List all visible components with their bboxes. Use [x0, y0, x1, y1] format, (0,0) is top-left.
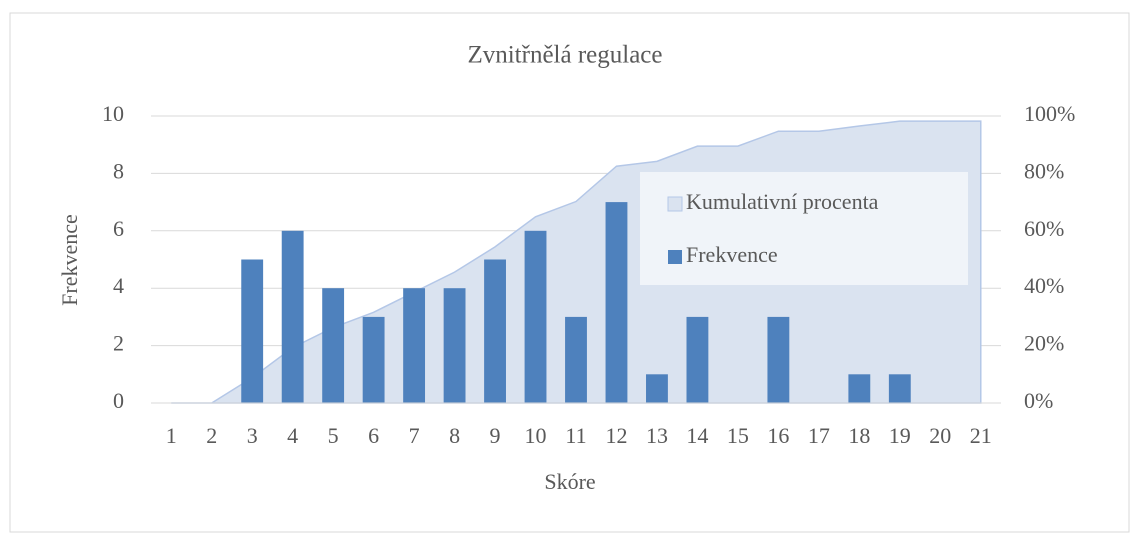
y2-tick-label: 80%	[1024, 158, 1064, 183]
x-tick-label: 15	[727, 423, 749, 448]
bar	[686, 316, 709, 403]
bar	[281, 230, 304, 403]
bar	[484, 259, 506, 403]
y-tick-label: 6	[113, 216, 124, 241]
bar	[443, 288, 466, 403]
bar	[322, 288, 345, 403]
x-tick-label: 3	[247, 423, 258, 448]
x-tick-label: 10	[525, 423, 547, 448]
bar	[362, 316, 385, 403]
y2-tick-label: 20%	[1024, 331, 1064, 356]
x-tick-label: 7	[409, 423, 420, 448]
x-tick-label: 9	[490, 423, 501, 448]
y-tick-label: 2	[113, 331, 124, 356]
legend-label: Frekvence	[686, 242, 778, 267]
bar	[403, 288, 426, 403]
x-tick-label: 8	[449, 423, 460, 448]
y2-tick-label: 60%	[1024, 216, 1064, 241]
legend-swatch	[667, 196, 683, 212]
x-tick-label: 17	[808, 423, 830, 448]
x-tick-label: 4	[287, 423, 298, 448]
legend-swatch	[668, 250, 682, 264]
y2-tick-label: 100%	[1024, 101, 1075, 126]
x-axis-title: Skóre	[544, 469, 595, 494]
x-tick-label: 14	[686, 423, 708, 448]
bar	[888, 374, 911, 403]
x-tick-label: 16	[767, 423, 789, 448]
x-tick-label: 1	[166, 423, 177, 448]
bar	[767, 316, 790, 403]
x-tick-label: 21	[970, 423, 992, 448]
x-tick-label: 13	[646, 423, 668, 448]
legend-label: Kumulativní procenta	[686, 189, 879, 214]
x-tick-label: 20	[929, 423, 951, 448]
bar	[848, 374, 871, 403]
x-tick-label: 11	[565, 423, 586, 448]
bar	[605, 202, 628, 403]
y-tick-label: 4	[113, 273, 124, 298]
x-tick-label: 6	[368, 423, 379, 448]
y2-tick-label: 40%	[1024, 273, 1064, 298]
y-axis-title: Frekvence	[57, 214, 82, 306]
x-tick-label: 18	[848, 423, 870, 448]
chart-title: Zvnitřnělá regulace	[467, 42, 662, 69]
legend-box	[640, 172, 968, 285]
bar	[646, 374, 668, 403]
x-tick-label: 19	[889, 423, 911, 448]
bar	[524, 230, 547, 403]
x-tick-label: 5	[328, 423, 339, 448]
x-tick-label: 12	[605, 423, 627, 448]
y-tick-label: 8	[113, 158, 124, 183]
bar	[241, 259, 264, 403]
bar	[565, 316, 587, 403]
y-tick-label: 0	[113, 388, 124, 413]
x-tick-label: 2	[206, 423, 217, 448]
y-tick-label: 10	[102, 101, 124, 126]
y2-tick-label: 0%	[1024, 388, 1053, 413]
